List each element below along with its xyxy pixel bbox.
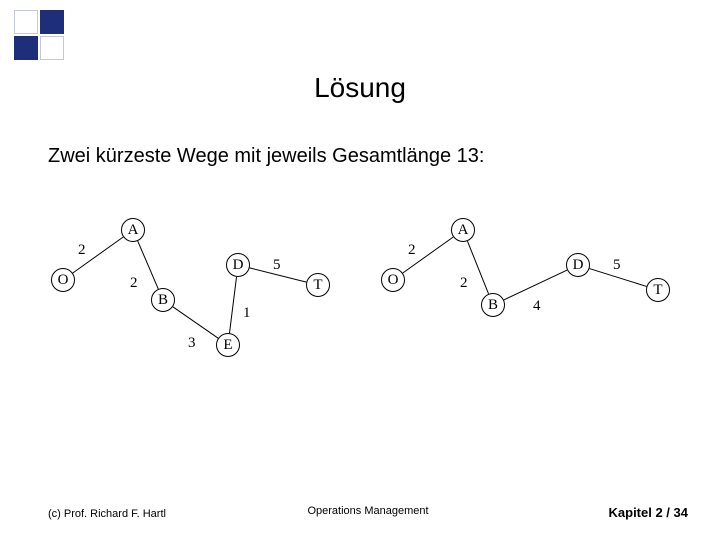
- graph-node: E: [216, 333, 240, 357]
- graph-node: A: [121, 218, 145, 242]
- decor-square: [40, 10, 64, 34]
- graph-node: T: [306, 273, 330, 297]
- edge: [467, 241, 488, 294]
- decor-square: [40, 36, 64, 60]
- graph-edges: [378, 210, 678, 380]
- graph-right: 2 2 4 5 O A B D T: [378, 210, 678, 380]
- slide: Lösung Zwei kürzeste Wege mit jeweils Ge…: [0, 0, 720, 540]
- page-subtitle: Zwei kürzeste Wege mit jeweils Gesamtlän…: [48, 145, 484, 168]
- edge-label: 2: [460, 275, 468, 292]
- graph-node: T: [646, 278, 670, 302]
- footer-page: Kapitel 2 / 34: [609, 505, 688, 520]
- graph-node: D: [566, 253, 590, 277]
- footer-course: Operations Management: [307, 505, 428, 517]
- edge-label: 3: [188, 335, 196, 352]
- graph-node: D: [226, 253, 250, 277]
- decor-square: [14, 10, 38, 34]
- edge-label: 4: [533, 298, 541, 315]
- edge: [173, 307, 218, 338]
- graph-left: 2 2 3 1 5 O A B D E T: [48, 210, 348, 380]
- graph-edges: [48, 210, 348, 380]
- edge: [138, 241, 159, 289]
- graph-node: A: [451, 218, 475, 242]
- graph-node: O: [51, 268, 75, 292]
- edge-label: 5: [613, 257, 621, 274]
- edge-label: 2: [408, 242, 416, 259]
- edge-label: 1: [243, 305, 251, 322]
- graph-area: 2 2 3 1 5 O A B D E T 2 2 4 5 O A B D T: [48, 210, 678, 390]
- edge-label: 2: [78, 242, 86, 259]
- edge-label: 2: [130, 275, 138, 292]
- page-title: Lösung: [0, 72, 720, 104]
- edge-label: 5: [273, 257, 281, 274]
- decor-square: [14, 36, 38, 60]
- edge: [504, 270, 567, 300]
- graph-node: O: [381, 268, 405, 292]
- footer-author: (c) Prof. Richard F. Hartl: [48, 508, 166, 520]
- edge: [229, 277, 236, 333]
- footer: (c) Prof. Richard F. Hartl Operations Ma…: [48, 505, 688, 520]
- graph-node: B: [151, 288, 175, 312]
- graph-node: B: [481, 293, 505, 317]
